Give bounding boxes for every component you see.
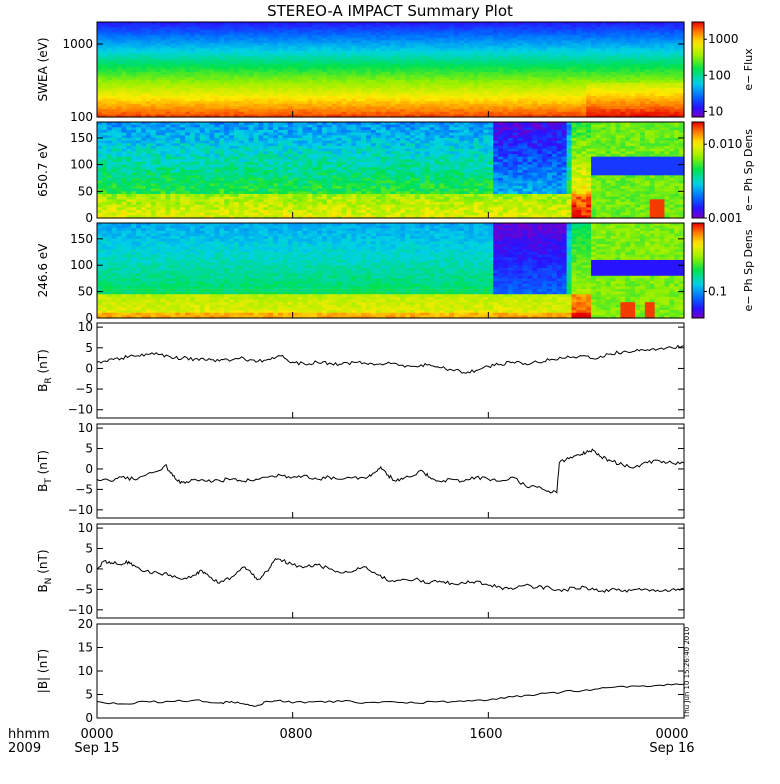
colorbar-tick-label: 100 [708,68,731,82]
y-axis-label-swea: SWEA (eV) [36,37,50,101]
colorbar-label: e− Flux [742,48,755,91]
y-tick-label: 100 [70,110,93,124]
heatmap-swea [97,22,685,118]
colorbar-tick-label: 1000 [708,32,739,46]
plot-title: STEREO-A IMPACT Summary Plot [267,2,513,20]
colorbar-tick-label: 10 [708,104,723,118]
colorbar-swea [692,22,704,117]
heatmap-pad650 [97,122,685,219]
y-tick-label: 1000 [62,37,93,51]
